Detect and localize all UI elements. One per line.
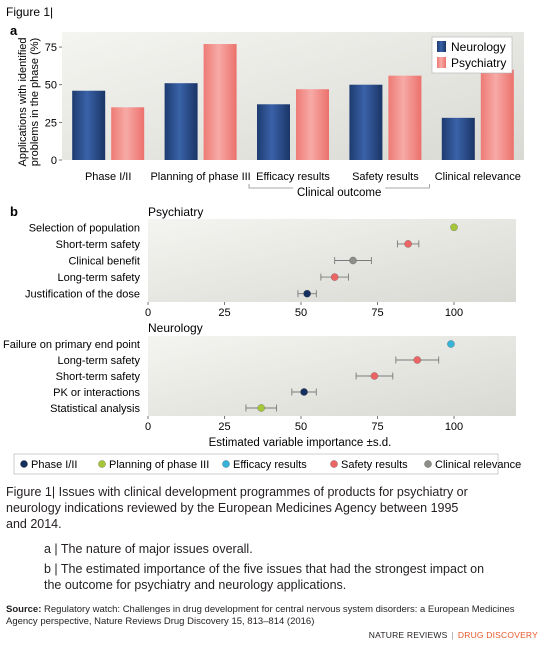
footer-brand-name: NATURE REVIEWS xyxy=(368,630,448,640)
legend-label: Safety results xyxy=(341,459,408,471)
data-point xyxy=(300,388,308,396)
footer-separator: | xyxy=(451,630,454,640)
bar-psychiatry xyxy=(203,44,237,160)
legend-label: Planning of phase III xyxy=(109,459,209,471)
y-tick-label: 50 xyxy=(45,80,57,92)
row-label: Failure on primary end point xyxy=(3,339,140,351)
row-label: Short-term safety xyxy=(56,239,141,251)
x-tick-label: 75 xyxy=(371,421,383,433)
bars xyxy=(72,44,514,160)
bar-psychiatry xyxy=(111,107,145,160)
data-point xyxy=(257,404,265,412)
legend-dot xyxy=(20,460,28,468)
bar-psychiatry xyxy=(480,69,514,160)
x-category-labels: Phase I/II Planning of phase III Efficacy … xyxy=(85,171,521,183)
legend-dot xyxy=(424,460,432,468)
legend-label-neurology: Neurology xyxy=(451,40,506,54)
source-note: Source: Regulatory watch: Challenges in … xyxy=(6,604,526,628)
bar-psychiatry xyxy=(296,89,329,160)
legend-b-box xyxy=(13,453,499,475)
panel-b-label: b xyxy=(10,204,18,219)
y-tick-label: 25 xyxy=(45,117,57,129)
caption-text: Issues with clinical development program… xyxy=(6,485,468,531)
neurology-title: Neurology xyxy=(148,321,203,335)
bar-neurology xyxy=(441,117,475,160)
psychiatry-plot: Selection of population Short-term safety… xyxy=(25,222,463,319)
x-tick-label: 0 xyxy=(145,421,151,433)
footer-journal: DRUG DISCOVERY xyxy=(457,630,538,640)
bar-neurology xyxy=(72,90,106,160)
x-category-label: Clinical relevance xyxy=(435,171,521,183)
x-tick-label: 25 xyxy=(218,307,230,319)
row-label: Clinical benefit xyxy=(68,256,140,268)
legend-a: Neurology Psychiatry xyxy=(431,36,513,74)
figure-label: Figure 1| xyxy=(6,5,53,19)
x-tick-label: 25 xyxy=(218,421,230,433)
bar-neurology xyxy=(257,104,290,160)
x-tick-label: 0 xyxy=(145,307,151,319)
data-point xyxy=(303,289,311,298)
legend-dot xyxy=(222,460,230,468)
bracket-label-bg xyxy=(293,185,386,197)
legend-label: Phase I/II xyxy=(31,459,77,471)
bar-neurology xyxy=(349,84,383,160)
data-point xyxy=(330,273,339,281)
x-category-label: Planning of phase III xyxy=(150,171,250,183)
data-point xyxy=(447,340,455,348)
x-tick-label: 100 xyxy=(445,421,463,433)
legend-swatch-psychiatry xyxy=(437,57,446,68)
source-label: Source: xyxy=(6,604,42,615)
row-label: Statistical analysis xyxy=(50,403,140,415)
legend-dot xyxy=(98,460,106,468)
figure-caption: Figure 1| Issues with clinical developme… xyxy=(6,484,476,532)
clinical-outcome-label: Clinical outcome xyxy=(297,187,381,199)
data-point xyxy=(370,372,379,380)
y-tick-label: 75 xyxy=(45,42,57,54)
row-label: PK or interactions xyxy=(53,387,140,399)
x-tick-label: 100 xyxy=(445,307,463,319)
legend-dot xyxy=(330,460,338,468)
neurology-plot: Failure on primary end point Long-term sa… xyxy=(3,339,463,433)
neurology-plot-area xyxy=(148,336,516,416)
row-label: Long-term safety xyxy=(57,355,140,367)
data-point xyxy=(450,223,458,232)
legend-swatch-neurology xyxy=(437,41,446,52)
data-point xyxy=(404,240,412,248)
bar-psychiatry xyxy=(388,75,422,160)
row-label: Justification of the dose xyxy=(25,289,140,301)
panel-a-label: a xyxy=(10,23,18,38)
x-category-label: Efficacy results xyxy=(256,171,330,183)
clinical-outcome-bracket: Clinical outcome xyxy=(248,184,430,199)
legend-b: Phase I/II Planning of phase III Efficacy … xyxy=(20,459,521,471)
psychiatry-plot-area xyxy=(148,219,516,302)
data-point xyxy=(349,256,357,265)
x-category-label: Safety results xyxy=(352,171,419,183)
y-axis-title-line: Applications with identified xyxy=(17,37,29,166)
y-tick-label: 0 xyxy=(51,155,57,167)
row-label: Short-term safety xyxy=(56,371,141,383)
y-axis-ticks: 0 25 50 75 xyxy=(45,42,62,167)
y-axis-title: Applications with identifiedproblems in … xyxy=(17,37,41,166)
legend-label-psychiatry: Psychiatry xyxy=(451,56,506,70)
row-label: Long-term safety xyxy=(57,272,140,284)
x-tick-label: 75 xyxy=(371,307,383,319)
row-label: Selection of population xyxy=(29,222,140,234)
legend-label: Clinical relevance xyxy=(435,459,521,471)
data-point xyxy=(413,356,422,364)
psychiatry-title: Psychiatry xyxy=(148,205,203,219)
bar-neurology xyxy=(164,83,198,160)
caption-b: b | The estimated importance of the five… xyxy=(44,562,485,592)
footer-brand: NATURE REVIEWS | DRUG DISCOVERY xyxy=(369,630,538,640)
x-tick-label: 50 xyxy=(295,421,307,433)
x-axis-title: Estimated variable importance ±s.d. xyxy=(209,437,392,449)
caption-label: Figure 1| xyxy=(6,485,56,499)
x-tick-label: 50 xyxy=(295,307,307,319)
y-axis-title-line: problems in the phase (%) xyxy=(29,38,41,166)
legend-label: Efficacy results xyxy=(233,459,307,471)
x-category-label: Phase I/II xyxy=(85,171,131,183)
caption-a: a | The nature of major issues overall. xyxy=(44,542,253,556)
source-text: Regulatory watch: Challenges in drug dev… xyxy=(6,604,515,627)
